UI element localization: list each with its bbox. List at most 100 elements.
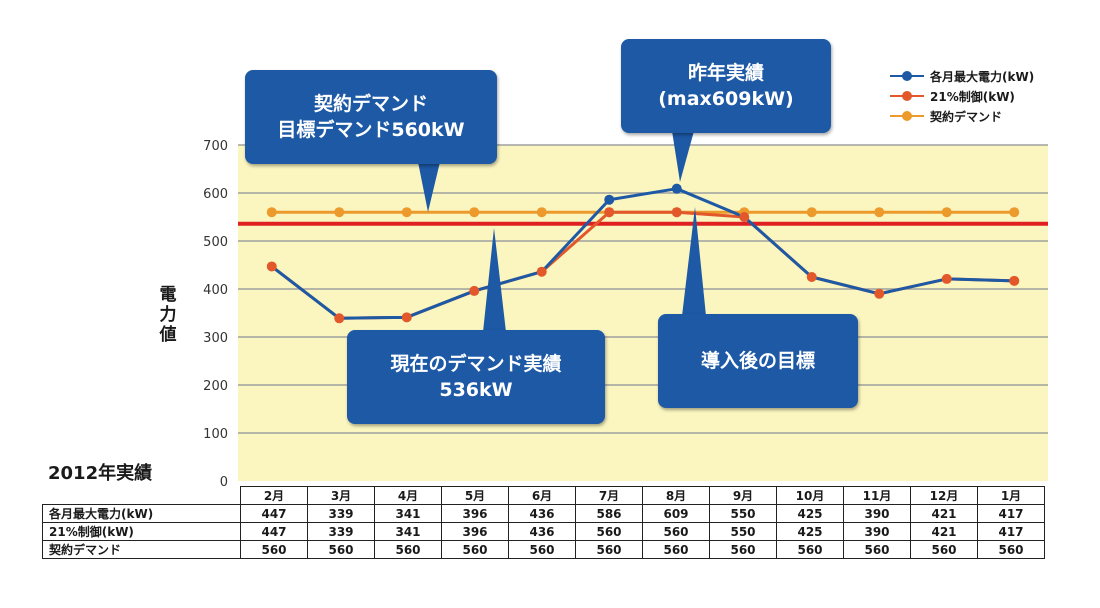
- table-cell: 436: [508, 522, 576, 541]
- table-month-header: 4月: [374, 486, 442, 505]
- series-point: [469, 285, 480, 296]
- series-point: [1009, 275, 1020, 286]
- y-tick-label: 200: [203, 379, 228, 394]
- series-point: [874, 207, 885, 218]
- y-axis-label: 電力値: [156, 285, 180, 345]
- series-point: [536, 207, 547, 218]
- callout-tail: [418, 162, 440, 212]
- year-label: 2012年実績: [48, 463, 153, 484]
- table-cell: 560: [307, 540, 375, 559]
- y-tick-label: 600: [203, 187, 228, 202]
- table-row-label: 21%制御(kW): [42, 522, 241, 541]
- y-tick-label: 100: [203, 427, 228, 442]
- y-axis-label-char: 値: [159, 325, 177, 345]
- callout-contract-demand: 契約デマンド 目標デマンド560kW: [245, 70, 497, 164]
- legend-item: 契約デマンド: [890, 106, 1034, 126]
- table-cell: 396: [441, 504, 509, 523]
- table-month-header: 8月: [642, 486, 710, 505]
- table-cell: 560: [642, 540, 710, 559]
- series-point: [604, 194, 615, 205]
- callout-tail: [682, 207, 706, 316]
- callout-tail: [483, 228, 506, 332]
- table-month-header: 7月: [575, 486, 643, 505]
- table-month-header: 2月: [240, 486, 308, 505]
- legend-swatch: [890, 71, 924, 81]
- table-cell: 560: [441, 540, 509, 559]
- series-point: [1009, 207, 1020, 218]
- y-tick-label: 0: [220, 475, 228, 490]
- series-point: [334, 313, 345, 324]
- table-cell: 550: [709, 522, 777, 541]
- table-cell: 447: [240, 504, 308, 523]
- series-point: [941, 207, 952, 218]
- table-cell: 339: [307, 522, 375, 541]
- callout-last-year-record: 昨年実績 (max609kW): [621, 39, 831, 133]
- series-line: [270, 187, 1015, 320]
- y-tick-label: 400: [203, 283, 228, 298]
- table-cell: 560: [977, 540, 1045, 559]
- table-row: 契約デマンド 560 560 560 560 560 560 560 560 560 560 560 5…: [42, 540, 1045, 559]
- table-cell: 560: [575, 522, 643, 541]
- table-corner: [42, 486, 241, 505]
- table-cell: 390: [843, 504, 911, 523]
- legend-item: 各月最大電力(kW): [890, 66, 1034, 86]
- data-table: 2月 3月 4月 5月 6月 7月 8月 9月 10月 11月 12月 1月 各月最大電力(kW) 44…: [42, 486, 1045, 559]
- series-point: [266, 261, 277, 272]
- table-month-header: 5月: [441, 486, 509, 505]
- series-point: [941, 273, 952, 284]
- table-month-header: 10月: [776, 486, 844, 505]
- series-point: [469, 207, 480, 218]
- series-point: [401, 207, 412, 218]
- series-point: [739, 212, 750, 222]
- table-cell: 609: [642, 504, 710, 523]
- table-row-label: 各月最大電力(kW): [42, 504, 241, 523]
- series-point: [266, 207, 277, 218]
- table-row: 21%制御(kW) 447 339 341 396 436 560 560 550 425 390 4…: [42, 522, 1045, 541]
- table-cell: 390: [843, 522, 911, 541]
- chart-legend: 各月最大電力(kW) 21%制御(kW) 契約デマンド: [890, 66, 1034, 126]
- table-month-header: 3月: [307, 486, 375, 505]
- table-cell: 421: [910, 504, 978, 523]
- table-row: 各月最大電力(kW) 447 339 341 396 436 586 609 550 425 390…: [42, 504, 1045, 523]
- table-month-header: 6月: [508, 486, 576, 505]
- table-cell: 341: [374, 504, 442, 523]
- table-cell: 560: [709, 540, 777, 559]
- table-month-header: 9月: [709, 486, 777, 505]
- table-cell: 339: [307, 504, 375, 523]
- table-cell: 341: [374, 522, 442, 541]
- table-cell: 560: [776, 540, 844, 559]
- table-cell: 560: [508, 540, 576, 559]
- table-cell: 560: [642, 522, 710, 541]
- y-axis-label-char: 電: [159, 285, 177, 305]
- callout-tail: [672, 131, 694, 182]
- callout-current-demand: 現在のデマンド実績 536kW: [347, 330, 605, 424]
- table-month-header: 11月: [843, 486, 911, 505]
- table-cell: 560: [843, 540, 911, 559]
- legend-label: 21%制御(kW): [930, 89, 1015, 104]
- table-cell: 417: [977, 522, 1045, 541]
- table-cell: 550: [709, 504, 777, 523]
- series-point: [604, 207, 615, 218]
- table-cell: 425: [776, 522, 844, 541]
- legend-swatch: [890, 111, 924, 121]
- legend-label: 契約デマンド: [930, 109, 1003, 124]
- series-point: [806, 272, 817, 282]
- table-cell: 436: [508, 504, 576, 523]
- table-cell: 417: [977, 504, 1045, 523]
- series-point: [806, 207, 817, 218]
- y-tick-label: 500: [203, 235, 228, 250]
- series-point: [671, 207, 682, 218]
- series-point: [671, 183, 682, 194]
- series-point: [536, 266, 547, 277]
- legend-item: 21%制御(kW): [890, 86, 1034, 106]
- table-row-label: 契約デマンド: [42, 540, 241, 559]
- callout-target-after-introduction: 導入後の目標: [658, 314, 858, 408]
- table-cell: 425: [776, 504, 844, 523]
- table-month-header: 1月: [977, 486, 1045, 505]
- table-cell: 421: [910, 522, 978, 541]
- legend-swatch: [890, 91, 924, 101]
- y-tick-label: 700: [203, 139, 228, 154]
- legend-label: 各月最大電力(kW): [930, 69, 1035, 84]
- table-cell: 396: [441, 522, 509, 541]
